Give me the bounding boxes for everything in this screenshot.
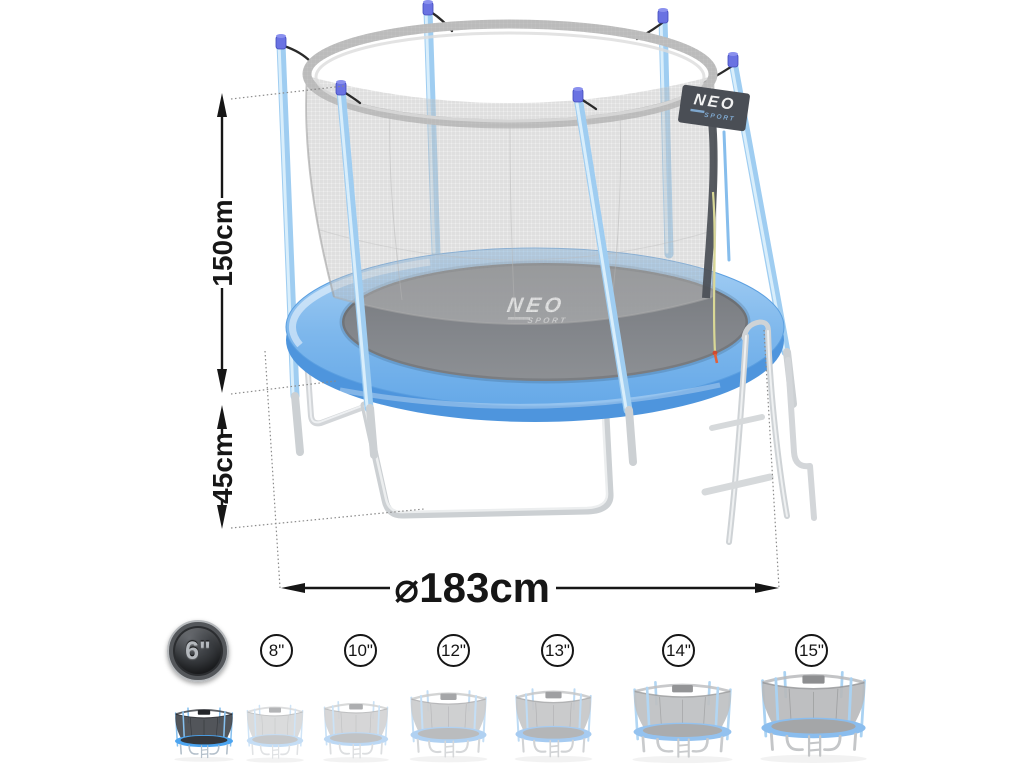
net-logo-patch: NEO SPORT bbox=[678, 84, 750, 132]
patch-brand: NEO bbox=[693, 91, 737, 114]
pole-caps-front bbox=[335, 80, 584, 103]
trampoline-illustration: NEO SPORT NEO SPORT bbox=[207, 0, 817, 611]
thumbnail-14in[interactable] bbox=[620, 673, 745, 765]
size-option-13in[interactable]: 13" bbox=[541, 634, 574, 667]
thumbnail-10in[interactable] bbox=[315, 695, 397, 764]
dotted-leader-lines bbox=[230, 85, 780, 589]
size-option-15in[interactable]: 15" bbox=[795, 634, 828, 667]
ladder bbox=[701, 319, 790, 545]
size-option-12in[interactable]: 12" bbox=[437, 634, 470, 667]
thumbnail-15in[interactable] bbox=[747, 662, 880, 765]
safety-net bbox=[302, 19, 718, 325]
enclosure-poles-front bbox=[335, 80, 637, 466]
frame-height-label: 45cm bbox=[207, 432, 238, 504]
diameter-label: ⌀183cm bbox=[394, 564, 550, 611]
dimension-annotations: 150cm 45cm ⌀183cm bbox=[207, 85, 780, 611]
frame-legs bbox=[304, 357, 817, 521]
thumbnail-6in[interactable] bbox=[167, 702, 241, 763]
thumbnail-12in[interactable] bbox=[400, 683, 497, 764]
size-option-10in[interactable]: 10" bbox=[344, 634, 377, 667]
size-option-8in[interactable]: 8" bbox=[260, 634, 293, 667]
net-rim bbox=[302, 19, 718, 129]
size-option-14in[interactable]: 14" bbox=[662, 634, 695, 667]
size-option-6in[interactable]: 6" bbox=[167, 620, 229, 682]
net-height-label: 150cm bbox=[207, 199, 238, 286]
pole-caps-rear bbox=[275, 0, 739, 68]
patch-sub: SPORT bbox=[704, 112, 736, 123]
thumbnail-8in[interactable] bbox=[239, 699, 311, 764]
net-entrance-zipper bbox=[702, 119, 719, 364]
thumbnail-13in[interactable] bbox=[505, 681, 602, 764]
